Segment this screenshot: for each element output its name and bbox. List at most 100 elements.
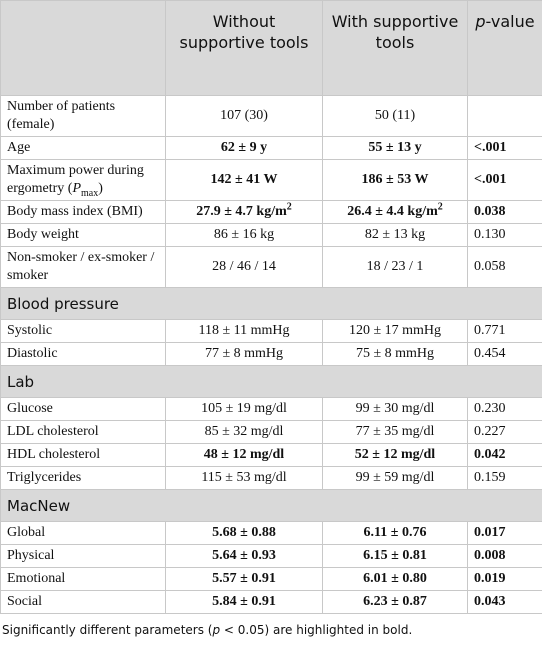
cell: 107 (30) <box>165 95 323 137</box>
label: Systolic <box>0 319 166 343</box>
row: Number of patients (female) 107 (30) 50 … <box>0 95 542 137</box>
row: Body weight 86 ± 16 kg 82 ± 13 kg 0.130 <box>0 223 542 247</box>
cell: 0.130 <box>467 223 542 247</box>
label: Maximum power during ergometry (Pmax) <box>0 159 166 201</box>
cell: <.001 <box>467 159 542 201</box>
row: LDL cholesterol 85 ± 32 mg/dl 77 ± 35 mg/d… <box>0 420 542 444</box>
header-row: Without supportive tools With supportive… <box>0 0 542 96</box>
section-title: Lab <box>0 365 542 398</box>
section-title: Blood pressure <box>0 287 542 320</box>
footnote-text: p <box>212 623 221 637</box>
cell: 0.454 <box>467 342 542 366</box>
label: Age <box>0 136 166 160</box>
header-cell: Without supportive tools <box>165 0 323 96</box>
cell: 27.9 ± 4.7 kg/m2 <box>165 200 323 224</box>
cell: 62 ± 9 y <box>165 136 323 160</box>
label: Physical <box>0 544 166 568</box>
cell: 6.23 ± 0.87 <box>322 590 468 614</box>
label: Social <box>0 590 166 614</box>
cell: 86 ± 16 kg <box>165 223 323 247</box>
label: Diastolic <box>0 342 166 366</box>
label-text: P <box>72 181 82 196</box>
row: Physical 5.64 ± 0.93 6.15 ± 0.81 0.008 <box>0 544 542 568</box>
cell: 6.15 ± 0.81 <box>322 544 468 568</box>
cell-text: 27.9 ± 4.7 kg/m <box>196 204 287 219</box>
cell: 105 ± 19 mg/dl <box>165 397 323 421</box>
cell: 0.159 <box>467 466 542 490</box>
cell-text: 26.4 ± 4.4 kg/m <box>347 204 438 219</box>
cell: 5.64 ± 0.93 <box>165 544 323 568</box>
cell: 5.84 ± 0.91 <box>165 590 323 614</box>
cell: 0.017 <box>467 521 542 545</box>
row: Triglycerides 115 ± 53 mg/dl 99 ± 59 mg/dl… <box>0 466 542 490</box>
cell: 0.038 <box>467 200 542 224</box>
section-row: Blood pressure <box>0 287 542 320</box>
header-cell <box>0 0 166 96</box>
row: Glucose 105 ± 19 mg/dl 99 ± 30 mg/dl 0.230 <box>0 397 542 421</box>
header-text: p <box>475 12 486 31</box>
cell: 0.008 <box>467 544 542 568</box>
row: Emotional 5.57 ± 0.91 6.01 ± 0.80 0.019 <box>0 567 542 591</box>
cell: 0.043 <box>467 590 542 614</box>
row: Non-smoker / ex-smoker / smoker 28 / 46 … <box>0 246 542 288</box>
cell: 0.019 <box>467 567 542 591</box>
cell: 99 ± 59 mg/dl <box>322 466 468 490</box>
row: Social 5.84 ± 0.91 6.23 ± 0.87 0.043 <box>0 590 542 614</box>
cell: 0.771 <box>467 319 542 343</box>
cell <box>467 95 542 137</box>
label-text: Maximum power during ergometry ( <box>7 163 144 196</box>
cell: 0.230 <box>467 397 542 421</box>
cell: 77 ± 35 mg/dl <box>322 420 468 444</box>
cell: 142 ± 41 W <box>165 159 323 201</box>
cell: 85 ± 32 mg/dl <box>165 420 323 444</box>
row: Body mass index (BMI) 27.9 ± 4.7 kg/m2 2… <box>0 200 542 224</box>
cell: 186 ± 53 W <box>322 159 468 201</box>
row: Global 5.68 ± 0.88 6.11 ± 0.76 0.017 <box>0 521 542 545</box>
section-row: Lab <box>0 365 542 398</box>
cell: 48 ± 12 mg/dl <box>165 443 323 467</box>
cell: 50 (11) <box>322 95 468 137</box>
cell: 55 ± 13 y <box>322 136 468 160</box>
section-title: MacNew <box>0 489 542 522</box>
cell: 118 ± 11 mmHg <box>165 319 323 343</box>
label: Body weight <box>0 223 166 247</box>
cell: 5.68 ± 0.88 <box>165 521 323 545</box>
cell: 75 ± 8 mmHg <box>322 342 468 366</box>
cell: 52 ± 12 mg/dl <box>322 443 468 467</box>
cell: 77 ± 8 mmHg <box>165 342 323 366</box>
row: HDL cholesterol 48 ± 12 mg/dl 52 ± 12 mg/d… <box>0 443 542 467</box>
cell: 6.11 ± 0.76 <box>322 521 468 545</box>
row: Systolic 118 ± 11 mmHg 120 ± 17 mmHg 0.771 <box>0 319 542 343</box>
cell: 28 / 46 / 14 <box>165 246 323 288</box>
cell: <.001 <box>467 136 542 160</box>
row: Age 62 ± 9 y 55 ± 13 y <.001 <box>0 136 542 160</box>
label: HDL cholesterol <box>0 443 166 467</box>
cell-text: 2 <box>286 201 292 213</box>
label: Non-smoker / ex-smoker / smoker <box>0 246 166 288</box>
cell-text: 2 <box>437 201 443 213</box>
cell: 120 ± 17 mmHg <box>322 319 468 343</box>
label: Emotional <box>0 567 166 591</box>
cell: 82 ± 13 kg <box>322 223 468 247</box>
cell: 99 ± 30 mg/dl <box>322 397 468 421</box>
cell: 5.57 ± 0.91 <box>165 567 323 591</box>
label: Glucose <box>0 397 166 421</box>
row: Diastolic 77 ± 8 mmHg 75 ± 8 mmHg 0.454 <box>0 342 542 366</box>
data-table: Without supportive tools With supportive… <box>0 0 542 614</box>
cell: 0.227 <box>467 420 542 444</box>
cell: 6.01 ± 0.80 <box>322 567 468 591</box>
cell: 115 ± 53 mg/dl <box>165 466 323 490</box>
label-text: ) <box>98 181 103 196</box>
header-text: -value <box>485 12 535 31</box>
section-row: MacNew <box>0 489 542 522</box>
row: Maximum power during ergometry (Pmax) 14… <box>0 159 542 201</box>
header-cell: p-value <box>467 0 542 96</box>
label: Global <box>0 521 166 545</box>
sections: Blood pressure Systolic 118 ± 11 mmHg 120 ±… <box>0 287 542 614</box>
label: LDL cholesterol <box>0 420 166 444</box>
cell: 18 / 23 / 1 <box>322 246 468 288</box>
header-cell: With supportive tools <box>322 0 468 96</box>
cell: 0.042 <box>467 443 542 467</box>
footnote: Significantly different parameters (p < … <box>0 623 542 637</box>
